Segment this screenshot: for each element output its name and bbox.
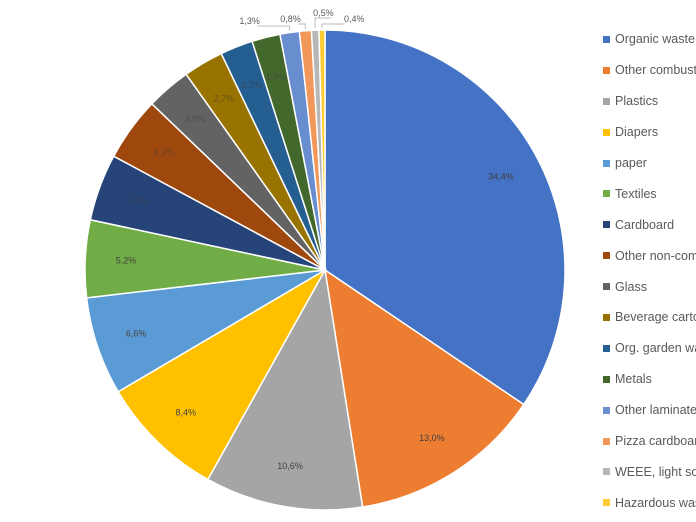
- leader-line: [257, 25, 290, 31]
- legend-label: Cardboard: [615, 217, 675, 232]
- data-label: 10,6%: [277, 461, 303, 471]
- legend-swatch: [603, 159, 610, 167]
- legend: Organic waste Other combust Plastics Diaper…: [603, 24, 696, 518]
- data-label: 6,6%: [126, 328, 147, 338]
- legend-item: WEEE, light sou: [603, 456, 696, 487]
- data-label: 1,9%: [266, 72, 287, 82]
- leader-line: [321, 23, 344, 29]
- legend-label: Glass: [615, 279, 647, 294]
- legend-swatch: [603, 221, 610, 229]
- data-label: 1,3%: [239, 16, 260, 26]
- legend-item: Organic waste: [603, 24, 696, 55]
- data-label: 0,4%: [344, 14, 365, 24]
- legend-label: Diapers: [615, 125, 659, 140]
- pie-slice-diapers: [117, 267, 328, 481]
- legend-label: paper: [615, 156, 647, 170]
- legend-item: Textiles: [603, 178, 696, 209]
- data-label: 13,0%: [419, 433, 445, 443]
- legend-item: Other combust: [603, 55, 696, 86]
- leader-line: [298, 23, 306, 29]
- data-label: 5,2%: [116, 256, 137, 266]
- pie-slice-plastics: [206, 267, 364, 511]
- legend-swatch: [603, 252, 610, 260]
- legend-label: Beverage carto: [615, 310, 696, 325]
- legend-swatch: [603, 344, 610, 352]
- legend-label: Pizza cardboard: [615, 434, 696, 449]
- legend-item: Pizza cardboard: [603, 426, 696, 457]
- legend-swatch: [603, 35, 610, 43]
- legend-swatch: [603, 128, 610, 136]
- pie-slice-organic-waste: [324, 29, 566, 406]
- legend-item: Other non-com: [603, 240, 696, 271]
- legend-swatch: [603, 375, 610, 383]
- legend-label: Metals: [615, 372, 652, 387]
- legend-swatch: [603, 283, 610, 291]
- legend-label: Org. garden wa: [615, 341, 696, 356]
- legend-item: Other laminate: [603, 395, 696, 426]
- legend-swatch: [603, 468, 610, 476]
- data-label: 0,5%: [313, 8, 334, 18]
- legend-item: Hazardous was: [603, 487, 696, 518]
- legend-label: Hazardous was: [615, 495, 696, 510]
- legend-item: Org. garden wa: [603, 333, 696, 364]
- legend-item: Glass: [603, 271, 696, 302]
- data-label: 0,8%: [280, 14, 301, 24]
- legend-label: Other laminate: [615, 403, 696, 418]
- legend-label: Organic waste: [615, 32, 695, 47]
- legend-item: Beverage carto: [603, 302, 696, 333]
- legend-item: Plastics: [603, 86, 696, 117]
- legend-swatch: [603, 66, 610, 74]
- legend-label: Textiles: [615, 186, 657, 201]
- pie-slice-hazardous-was: [318, 29, 326, 271]
- data-label: 4,3%: [154, 148, 175, 158]
- legend-label: Other non-com: [615, 248, 696, 263]
- legend-swatch: [603, 437, 610, 445]
- data-label: 34,4%: [488, 172, 514, 182]
- legend-item: Cardboard: [603, 209, 696, 240]
- legend-label: Plastics: [615, 94, 659, 109]
- data-label: 3,0%: [185, 114, 206, 124]
- legend-label: WEEE, light sou: [615, 464, 696, 479]
- data-label: 2,7%: [214, 93, 235, 103]
- leader-line: [314, 17, 332, 29]
- legend-swatch: [603, 499, 610, 507]
- legend-item: Diapers: [603, 117, 696, 148]
- legend-swatch: [603, 406, 610, 414]
- legend-swatch: [603, 190, 610, 198]
- legend-item: Metals: [603, 364, 696, 395]
- legend-swatch: [603, 313, 610, 321]
- data-label: 8,4%: [175, 407, 196, 417]
- pie-slice-other-combust: [323, 268, 525, 508]
- data-label: 2,2%: [241, 80, 262, 90]
- legend-label: Other combust: [615, 63, 696, 78]
- data-label: 4,5%: [128, 196, 149, 206]
- legend-swatch: [603, 97, 610, 105]
- legend-item: paper: [603, 148, 696, 179]
